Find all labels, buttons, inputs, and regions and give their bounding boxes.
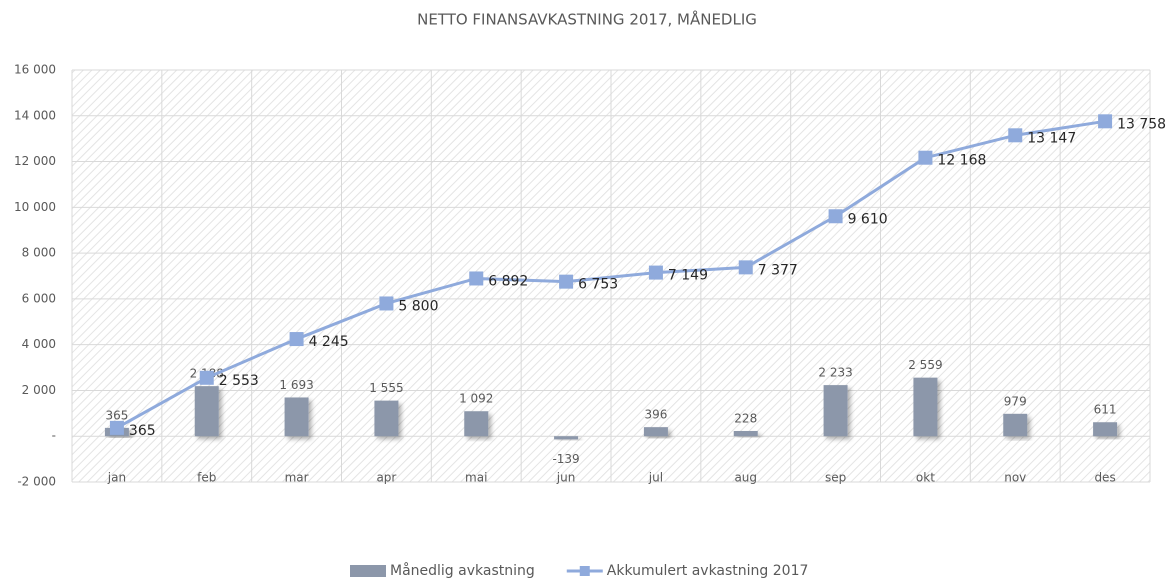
line-marker [289, 332, 304, 347]
x-tick-label: mai [465, 471, 487, 485]
y-tick-label: 14 000 [14, 108, 56, 122]
line-marker [738, 260, 753, 275]
bar-value-label: -139 [552, 452, 579, 466]
line-value-label: 13 147 [1027, 130, 1076, 146]
line-value-label: 2 553 [219, 373, 259, 389]
y-tick-label: 2 000 [22, 383, 56, 397]
line-marker [1008, 128, 1023, 143]
bar-value-label: 2 233 [818, 366, 852, 380]
legend-swatch [579, 566, 590, 576]
line-value-label: 7 149 [668, 268, 708, 284]
line-marker [828, 209, 843, 224]
y-tick-label: 8 000 [22, 246, 56, 260]
bar [733, 431, 758, 437]
line-marker [199, 370, 214, 385]
line-value-label: 9 610 [848, 211, 888, 227]
x-tick-label: des [1094, 471, 1115, 485]
bar [913, 377, 938, 437]
line-marker [1098, 114, 1113, 129]
chart-title: NETTO FINANSAVKASTNING 2017, MÅNEDLIG [417, 10, 757, 29]
line-value-label: 4 245 [309, 334, 349, 350]
x-tick-label: jul [648, 471, 663, 485]
legend-label: Akkumulert avkastning 2017 [607, 563, 809, 579]
bar [374, 400, 399, 437]
y-tick-label: - [52, 429, 56, 443]
x-tick-label: sep [825, 471, 846, 485]
bar-value-label: 611 [1094, 403, 1117, 417]
y-tick-label: 4 000 [22, 337, 56, 351]
x-tick-label: nov [1004, 471, 1026, 485]
bar-value-label: 1 555 [369, 381, 403, 395]
line-value-label: 7 377 [758, 262, 798, 278]
y-tick-label: 16 000 [14, 63, 56, 77]
bar-value-label: 228 [734, 412, 757, 426]
line-value-label: 6 892 [488, 273, 528, 289]
bar [284, 397, 309, 437]
line-marker [648, 265, 663, 280]
bar [643, 427, 668, 437]
bar-value-label: 1 693 [279, 378, 313, 392]
legend-swatch [350, 565, 386, 577]
line-marker [109, 420, 124, 435]
line [116, 119, 1106, 430]
x-tick-label: jun [556, 471, 576, 485]
x-tick-label: jan [107, 471, 126, 485]
y-tick-label: -2 000 [17, 475, 56, 489]
y-tick-label: 12 000 [14, 154, 56, 168]
x-tick-label: mar [285, 471, 309, 485]
x-tick-label: apr [376, 471, 396, 485]
y-tick-label: 10 000 [14, 200, 56, 214]
bar [1093, 422, 1118, 437]
bar [194, 386, 219, 437]
line-value-label: 13 758 [1117, 116, 1166, 132]
line-value-label: 6 753 [578, 277, 618, 293]
bar [1003, 413, 1028, 437]
x-tick-label: aug [734, 471, 757, 485]
bar [554, 436, 579, 440]
line-marker [918, 150, 933, 165]
bar [464, 411, 489, 437]
x-tick-label: okt [916, 471, 935, 485]
line-marker [379, 296, 394, 311]
bar-value-label: 365 [105, 408, 128, 422]
line-marker [469, 271, 484, 286]
bar-value-label: 979 [1004, 394, 1027, 408]
x-tick-label: feb [197, 471, 216, 485]
bar [823, 385, 848, 437]
bar-value-label: 1 092 [459, 392, 493, 406]
line-value-label: 12 168 [937, 153, 986, 169]
line-value-label: 365 [129, 423, 156, 439]
y-tick-label: 6 000 [22, 291, 56, 305]
line-marker [559, 274, 574, 289]
bar-value-label: 2 559 [908, 358, 942, 372]
legend-label: Månedlig avkastning [390, 562, 535, 579]
line-value-label: 5 800 [398, 298, 438, 314]
bar-value-label: 396 [644, 408, 667, 422]
